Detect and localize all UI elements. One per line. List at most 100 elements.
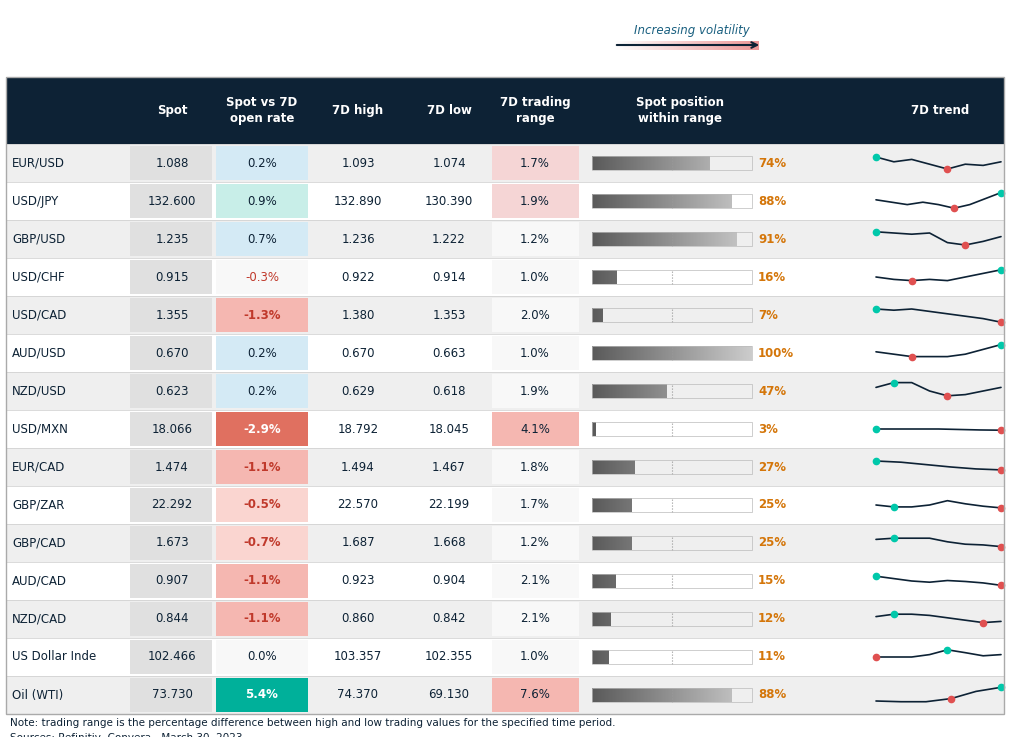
Text: USD/CHF: USD/CHF (12, 270, 65, 284)
Text: 1.353: 1.353 (432, 309, 466, 321)
Bar (492, 602, 579, 636)
Text: 0.860: 0.860 (341, 612, 375, 626)
Bar (592, 650, 752, 664)
Bar (592, 422, 752, 436)
Text: 0.842: 0.842 (432, 612, 466, 626)
Text: 1.222: 1.222 (432, 232, 466, 245)
Bar (492, 450, 579, 484)
Bar (216, 488, 308, 522)
Text: Spot position
within range: Spot position within range (636, 96, 724, 125)
Text: 1.0%: 1.0% (520, 346, 549, 360)
Bar (216, 222, 308, 256)
Bar (216, 640, 308, 674)
Text: 88%: 88% (758, 195, 786, 208)
Text: 1.8%: 1.8% (520, 461, 549, 473)
Bar (6, 372, 1004, 410)
Text: -1.1%: -1.1% (243, 575, 281, 587)
Bar (6, 77, 1004, 714)
Text: 22.570: 22.570 (337, 498, 379, 511)
Text: 22.199: 22.199 (428, 498, 470, 511)
Text: 0.923: 0.923 (341, 575, 375, 587)
Text: 74%: 74% (758, 156, 786, 170)
Text: 1.467: 1.467 (432, 461, 466, 473)
Bar (492, 298, 579, 332)
Bar (492, 374, 579, 408)
Text: 0.618: 0.618 (432, 385, 466, 397)
Bar (130, 564, 212, 598)
Text: EUR/CAD: EUR/CAD (12, 461, 66, 473)
Text: 0.623: 0.623 (156, 385, 189, 397)
Bar (592, 270, 752, 284)
Bar (592, 574, 752, 588)
Bar (130, 602, 212, 636)
Text: USD/JPY: USD/JPY (12, 195, 59, 208)
Text: 1.2%: 1.2% (520, 537, 549, 550)
Text: 88%: 88% (758, 688, 786, 702)
Bar (6, 486, 1004, 524)
Text: Note: trading range is the percentage difference between high and low trading va: Note: trading range is the percentage di… (10, 718, 615, 728)
Text: -1.1%: -1.1% (243, 612, 281, 626)
Bar (6, 676, 1004, 714)
Text: 27%: 27% (758, 461, 786, 473)
Text: 132.890: 132.890 (334, 195, 382, 208)
Text: 16%: 16% (758, 270, 786, 284)
Text: 0.2%: 0.2% (247, 346, 277, 360)
Text: 1.093: 1.093 (341, 156, 375, 170)
Bar (6, 524, 1004, 562)
Text: 74.370: 74.370 (337, 688, 379, 702)
Text: 7D high: 7D high (332, 104, 384, 117)
Text: 1.0%: 1.0% (520, 651, 549, 663)
Text: 73.730: 73.730 (152, 688, 193, 702)
Bar (130, 146, 212, 180)
Text: 0.904: 0.904 (432, 575, 466, 587)
Text: 22.292: 22.292 (152, 498, 193, 511)
Text: 3%: 3% (758, 422, 778, 436)
Text: -2.9%: -2.9% (243, 422, 281, 436)
Text: 47%: 47% (758, 385, 786, 397)
Text: 0.663: 0.663 (432, 346, 466, 360)
Bar (492, 640, 579, 674)
Bar (492, 678, 579, 712)
Text: 18.792: 18.792 (337, 422, 379, 436)
Bar (130, 678, 212, 712)
Bar (592, 688, 752, 702)
Text: 0.7%: 0.7% (247, 232, 277, 245)
Text: 1.474: 1.474 (156, 461, 189, 473)
Text: 0.670: 0.670 (341, 346, 375, 360)
Bar (130, 298, 212, 332)
Bar (216, 184, 308, 218)
Text: GBP/CAD: GBP/CAD (12, 537, 66, 550)
Text: 1.235: 1.235 (156, 232, 189, 245)
Text: 18.045: 18.045 (428, 422, 470, 436)
Text: 12%: 12% (758, 612, 786, 626)
Text: GBP/USD: GBP/USD (12, 232, 66, 245)
Bar (492, 336, 579, 370)
Text: 1.380: 1.380 (341, 309, 375, 321)
Text: 1.2%: 1.2% (520, 232, 549, 245)
Text: 0.0%: 0.0% (247, 651, 277, 663)
Bar (130, 526, 212, 560)
Text: 69.130: 69.130 (428, 688, 470, 702)
Bar (592, 384, 752, 398)
Text: 18.066: 18.066 (152, 422, 193, 436)
Text: EUR/USD: EUR/USD (12, 156, 65, 170)
Text: 132.600: 132.600 (147, 195, 196, 208)
Text: 0.915: 0.915 (156, 270, 189, 284)
Bar (216, 450, 308, 484)
Text: 100%: 100% (758, 346, 794, 360)
Bar (6, 334, 1004, 372)
Text: -0.5%: -0.5% (243, 498, 281, 511)
Bar (492, 146, 579, 180)
Bar (592, 308, 752, 322)
Text: -0.7%: -0.7% (243, 537, 281, 550)
Bar (6, 410, 1004, 448)
Text: 4.1%: 4.1% (520, 422, 549, 436)
Bar (216, 146, 308, 180)
Text: 0.922: 0.922 (341, 270, 375, 284)
Text: 2.1%: 2.1% (520, 612, 549, 626)
Bar (130, 374, 212, 408)
Bar (130, 412, 212, 446)
Text: -1.3%: -1.3% (243, 309, 281, 321)
Bar (216, 526, 308, 560)
Text: 1.355: 1.355 (156, 309, 189, 321)
